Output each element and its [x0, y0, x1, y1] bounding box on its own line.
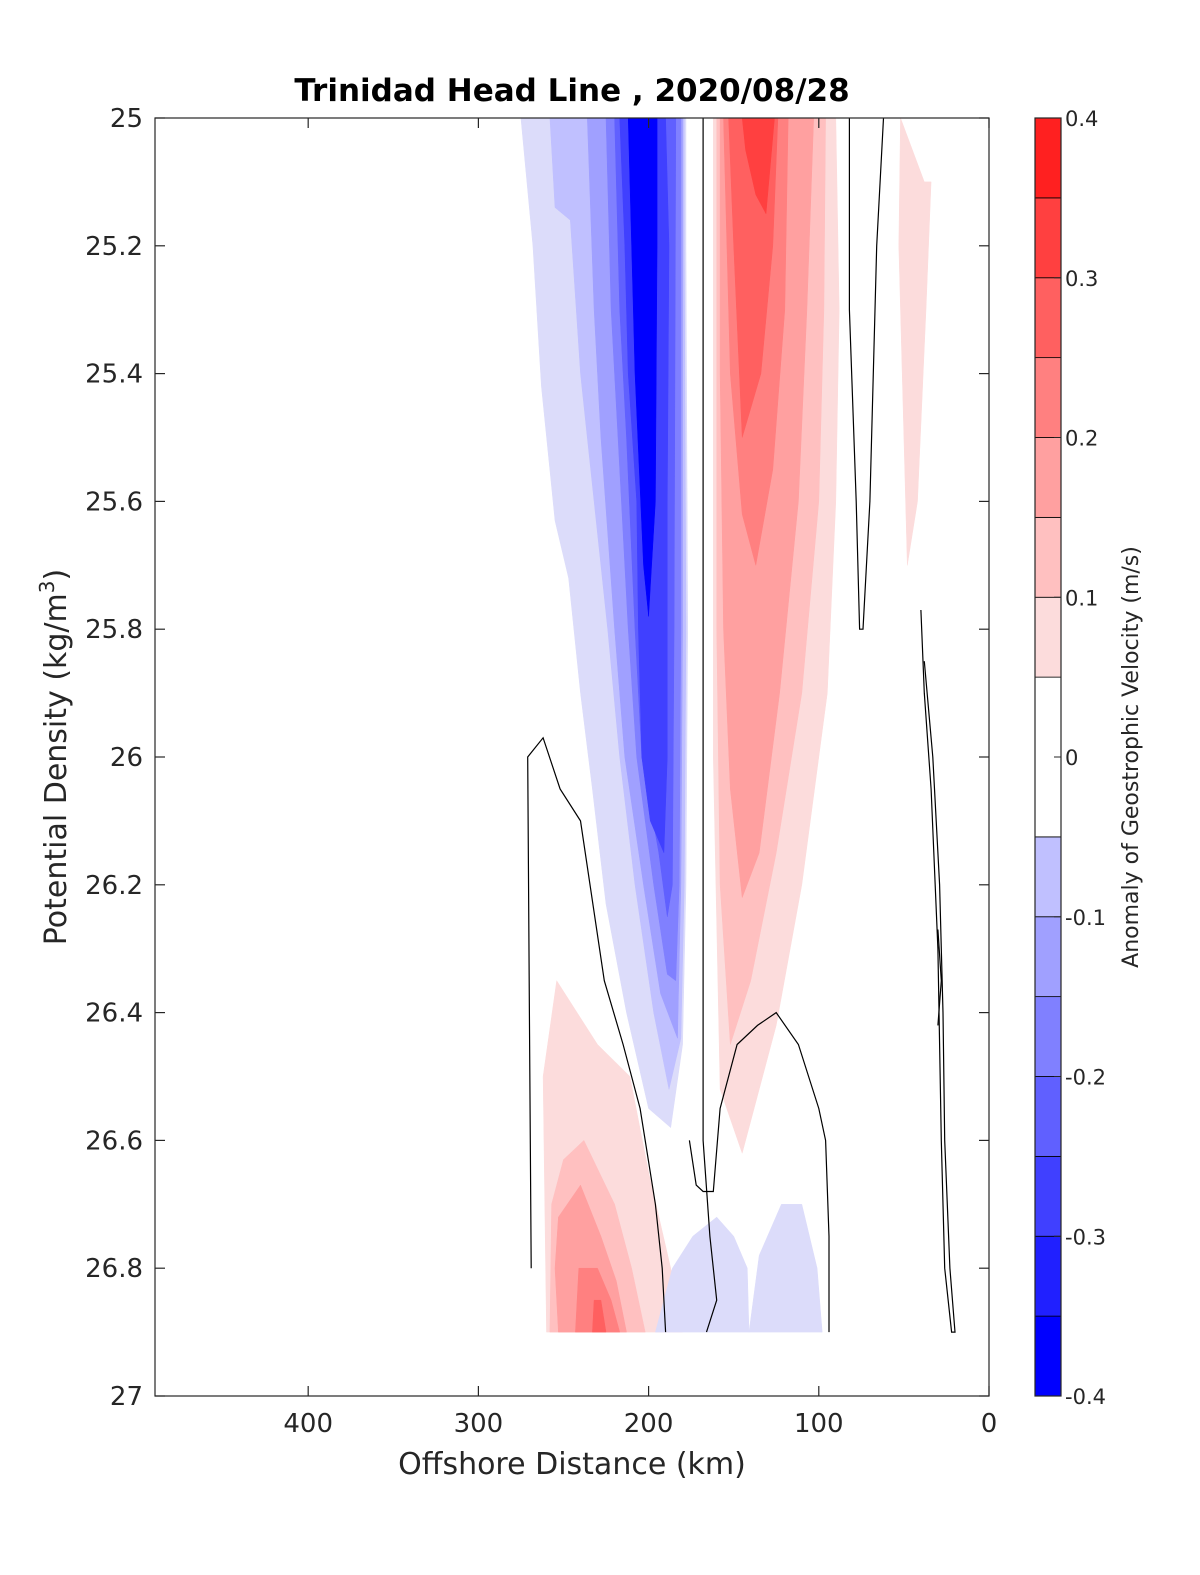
contour-region-18 — [592, 1299, 607, 1333]
colorbar-tick-label: -0.3 — [1065, 1225, 1106, 1249]
colorbar-label: Anomaly of Geostrophic Velocity (m/s) — [1119, 546, 1144, 968]
x-tick-label: 0 — [981, 1409, 998, 1439]
x-tick-label: 200 — [624, 1409, 674, 1439]
contour-region-6 — [627, 117, 658, 617]
colorbar-swatch — [1034, 437, 1062, 518]
y-axis-label: Potential Density (kg/m3) — [35, 569, 74, 945]
colorbar-tick-label: 0.2 — [1065, 427, 1098, 451]
zero-contour-line-4 — [937, 929, 942, 1026]
y-tick-label: 26.8 — [85, 1254, 143, 1284]
x-tick-label: 400 — [283, 1409, 333, 1439]
y-axis-label-sup: 3 — [35, 580, 59, 593]
chart-title: Trinidad Head Line , 2020/08/28 — [294, 73, 849, 109]
colorbar-swatch — [1034, 1155, 1062, 1237]
colorbar-tick-label: -0.2 — [1065, 1066, 1106, 1090]
colorbar-tick-label: 0.1 — [1065, 586, 1098, 610]
y-tick-label: 25 — [110, 104, 143, 134]
plot-area — [520, 117, 932, 1333]
colorbar-tick-label: 0.3 — [1065, 267, 1098, 291]
colorbar-tick-label: -0.1 — [1065, 906, 1106, 930]
colorbar-swatch — [1034, 197, 1062, 279]
x-tick-label: 100 — [794, 1409, 844, 1439]
colorbar-swatch — [1034, 357, 1062, 438]
colorbar-swatch — [1034, 1315, 1062, 1397]
y-axis-label-main: Potential Density (kg/m — [39, 593, 74, 945]
zero-contour-line-0 — [702, 118, 718, 1333]
zero-contour-line-5 — [688, 1011, 830, 1333]
y-tick-label: 26.4 — [85, 999, 143, 1029]
x-axis-label: Offshore Distance (km) — [398, 1447, 746, 1482]
zero-contour-line-1 — [848, 117, 885, 630]
colorbar-swatch — [1034, 516, 1062, 598]
y-axis-label-close: ) — [39, 569, 74, 581]
zero-contour-line-2 — [527, 736, 667, 1333]
y-tick-label: 26.2 — [85, 871, 143, 901]
y-axis: 25 25.2 25.4 25.6 25.8 26 26.2 26.4 26.6 26.8 27 — [85, 104, 989, 1412]
colorbar-swatch — [1034, 996, 1062, 1077]
colorbar: 0.4 0.3 0.2 0.1 0 -0.1 -0.2 -0.3 -0.4 — [1034, 107, 1106, 1409]
colorbar-swatch — [1034, 836, 1062, 918]
colorbar-tick-label: -0.4 — [1065, 1385, 1106, 1409]
colorbar-swatch — [1034, 1235, 1062, 1317]
y-tick-label: 26.6 — [85, 1126, 143, 1156]
x-tick-label: 300 — [454, 1409, 504, 1439]
y-tick-label: 25.4 — [85, 360, 143, 390]
colorbar-swatch — [1034, 277, 1062, 359]
colorbar-swatch — [1034, 596, 1062, 678]
y-tick-label: 27 — [110, 1382, 143, 1412]
colorbar-tick-label: 0.4 — [1065, 107, 1098, 131]
zero-contours — [527, 117, 956, 1333]
y-tick-label: 26 — [110, 743, 143, 773]
y-tick-label: 25.6 — [85, 487, 143, 517]
colorbar-swatch — [1034, 1076, 1062, 1157]
contour-region-19 — [655, 1204, 823, 1333]
x-axis: 400 300 200 100 0 — [283, 118, 997, 1439]
colorbar-tick-label: 0 — [1065, 746, 1078, 770]
y-tick-label: 25.2 — [85, 232, 143, 262]
contour-region-13 — [898, 117, 932, 566]
colorbar-swatch — [1034, 916, 1062, 998]
zero-contour-line-3 — [920, 609, 956, 1333]
colorbar-swatch — [1034, 117, 1062, 199]
y-tick-label: 25.8 — [85, 615, 143, 645]
